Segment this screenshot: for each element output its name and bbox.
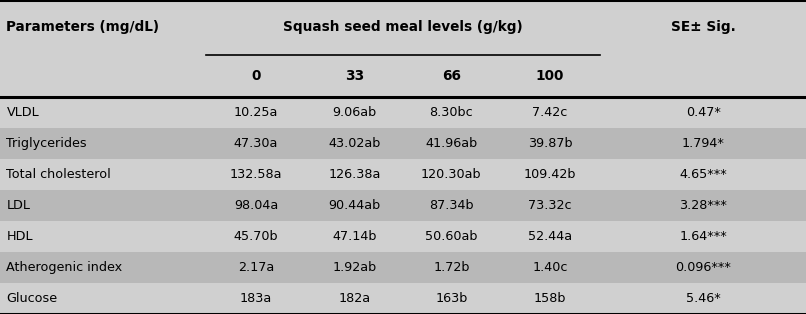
Text: Squash seed meal levels (g/kg): Squash seed meal levels (g/kg) bbox=[283, 20, 523, 35]
Text: 10.25a: 10.25a bbox=[234, 106, 278, 119]
Text: 8.30bc: 8.30bc bbox=[430, 106, 473, 119]
Text: 1.72b: 1.72b bbox=[433, 261, 470, 274]
Text: 47.14b: 47.14b bbox=[332, 230, 377, 243]
Text: LDL: LDL bbox=[6, 199, 31, 212]
Bar bbox=[0, 97, 806, 128]
Bar bbox=[0, 283, 806, 314]
Text: 33: 33 bbox=[345, 69, 364, 83]
Text: 98.04a: 98.04a bbox=[234, 199, 278, 212]
Text: 52.44a: 52.44a bbox=[528, 230, 572, 243]
Text: 50.60ab: 50.60ab bbox=[425, 230, 478, 243]
Text: 4.65***: 4.65*** bbox=[679, 168, 727, 181]
Bar bbox=[0, 128, 806, 159]
Text: 132.58a: 132.58a bbox=[230, 168, 282, 181]
Text: 90.44ab: 90.44ab bbox=[329, 199, 380, 212]
Text: 1.92ab: 1.92ab bbox=[333, 261, 376, 274]
Text: 0.096***: 0.096*** bbox=[675, 261, 731, 274]
Text: 66: 66 bbox=[442, 69, 461, 83]
Text: 7.42c: 7.42c bbox=[533, 106, 567, 119]
Text: 126.38a: 126.38a bbox=[329, 168, 380, 181]
Bar bbox=[0, 221, 806, 252]
Text: Atherogenic index: Atherogenic index bbox=[6, 261, 123, 274]
Text: 1.40c: 1.40c bbox=[533, 261, 567, 274]
Text: 45.70b: 45.70b bbox=[234, 230, 278, 243]
Text: 182a: 182a bbox=[339, 292, 371, 305]
Bar bbox=[0, 190, 806, 221]
Text: 1.64***: 1.64*** bbox=[679, 230, 727, 243]
Text: 43.02ab: 43.02ab bbox=[329, 137, 380, 150]
Text: 3.28***: 3.28*** bbox=[679, 199, 727, 212]
Text: 100: 100 bbox=[536, 69, 564, 83]
Bar bbox=[0, 252, 806, 283]
Text: 39.87b: 39.87b bbox=[528, 137, 572, 150]
Text: 120.30ab: 120.30ab bbox=[421, 168, 482, 181]
Text: Glucose: Glucose bbox=[6, 292, 57, 305]
Text: SE± Sig.: SE± Sig. bbox=[671, 20, 736, 35]
Text: VLDL: VLDL bbox=[6, 106, 39, 119]
Text: 183a: 183a bbox=[239, 292, 272, 305]
Bar bbox=[0, 0, 806, 55]
Text: 0.47*: 0.47* bbox=[686, 106, 721, 119]
Text: Triglycerides: Triglycerides bbox=[6, 137, 87, 150]
Text: 2.17a: 2.17a bbox=[238, 261, 274, 274]
Text: 0: 0 bbox=[251, 69, 260, 83]
Text: 47.30a: 47.30a bbox=[234, 137, 278, 150]
Text: HDL: HDL bbox=[6, 230, 33, 243]
Text: 5.46*: 5.46* bbox=[686, 292, 721, 305]
Text: 9.06ab: 9.06ab bbox=[333, 106, 376, 119]
Text: 158b: 158b bbox=[534, 292, 567, 305]
Text: Total cholesterol: Total cholesterol bbox=[6, 168, 111, 181]
Text: 87.34b: 87.34b bbox=[429, 199, 474, 212]
Text: 41.96ab: 41.96ab bbox=[426, 137, 477, 150]
Text: 73.32c: 73.32c bbox=[529, 199, 571, 212]
Text: 163b: 163b bbox=[435, 292, 467, 305]
Text: 109.42b: 109.42b bbox=[524, 168, 576, 181]
Bar bbox=[0, 55, 806, 97]
Text: Parameters (mg/dL): Parameters (mg/dL) bbox=[6, 20, 160, 35]
Text: 1.794*: 1.794* bbox=[682, 137, 725, 150]
Bar bbox=[0, 159, 806, 190]
